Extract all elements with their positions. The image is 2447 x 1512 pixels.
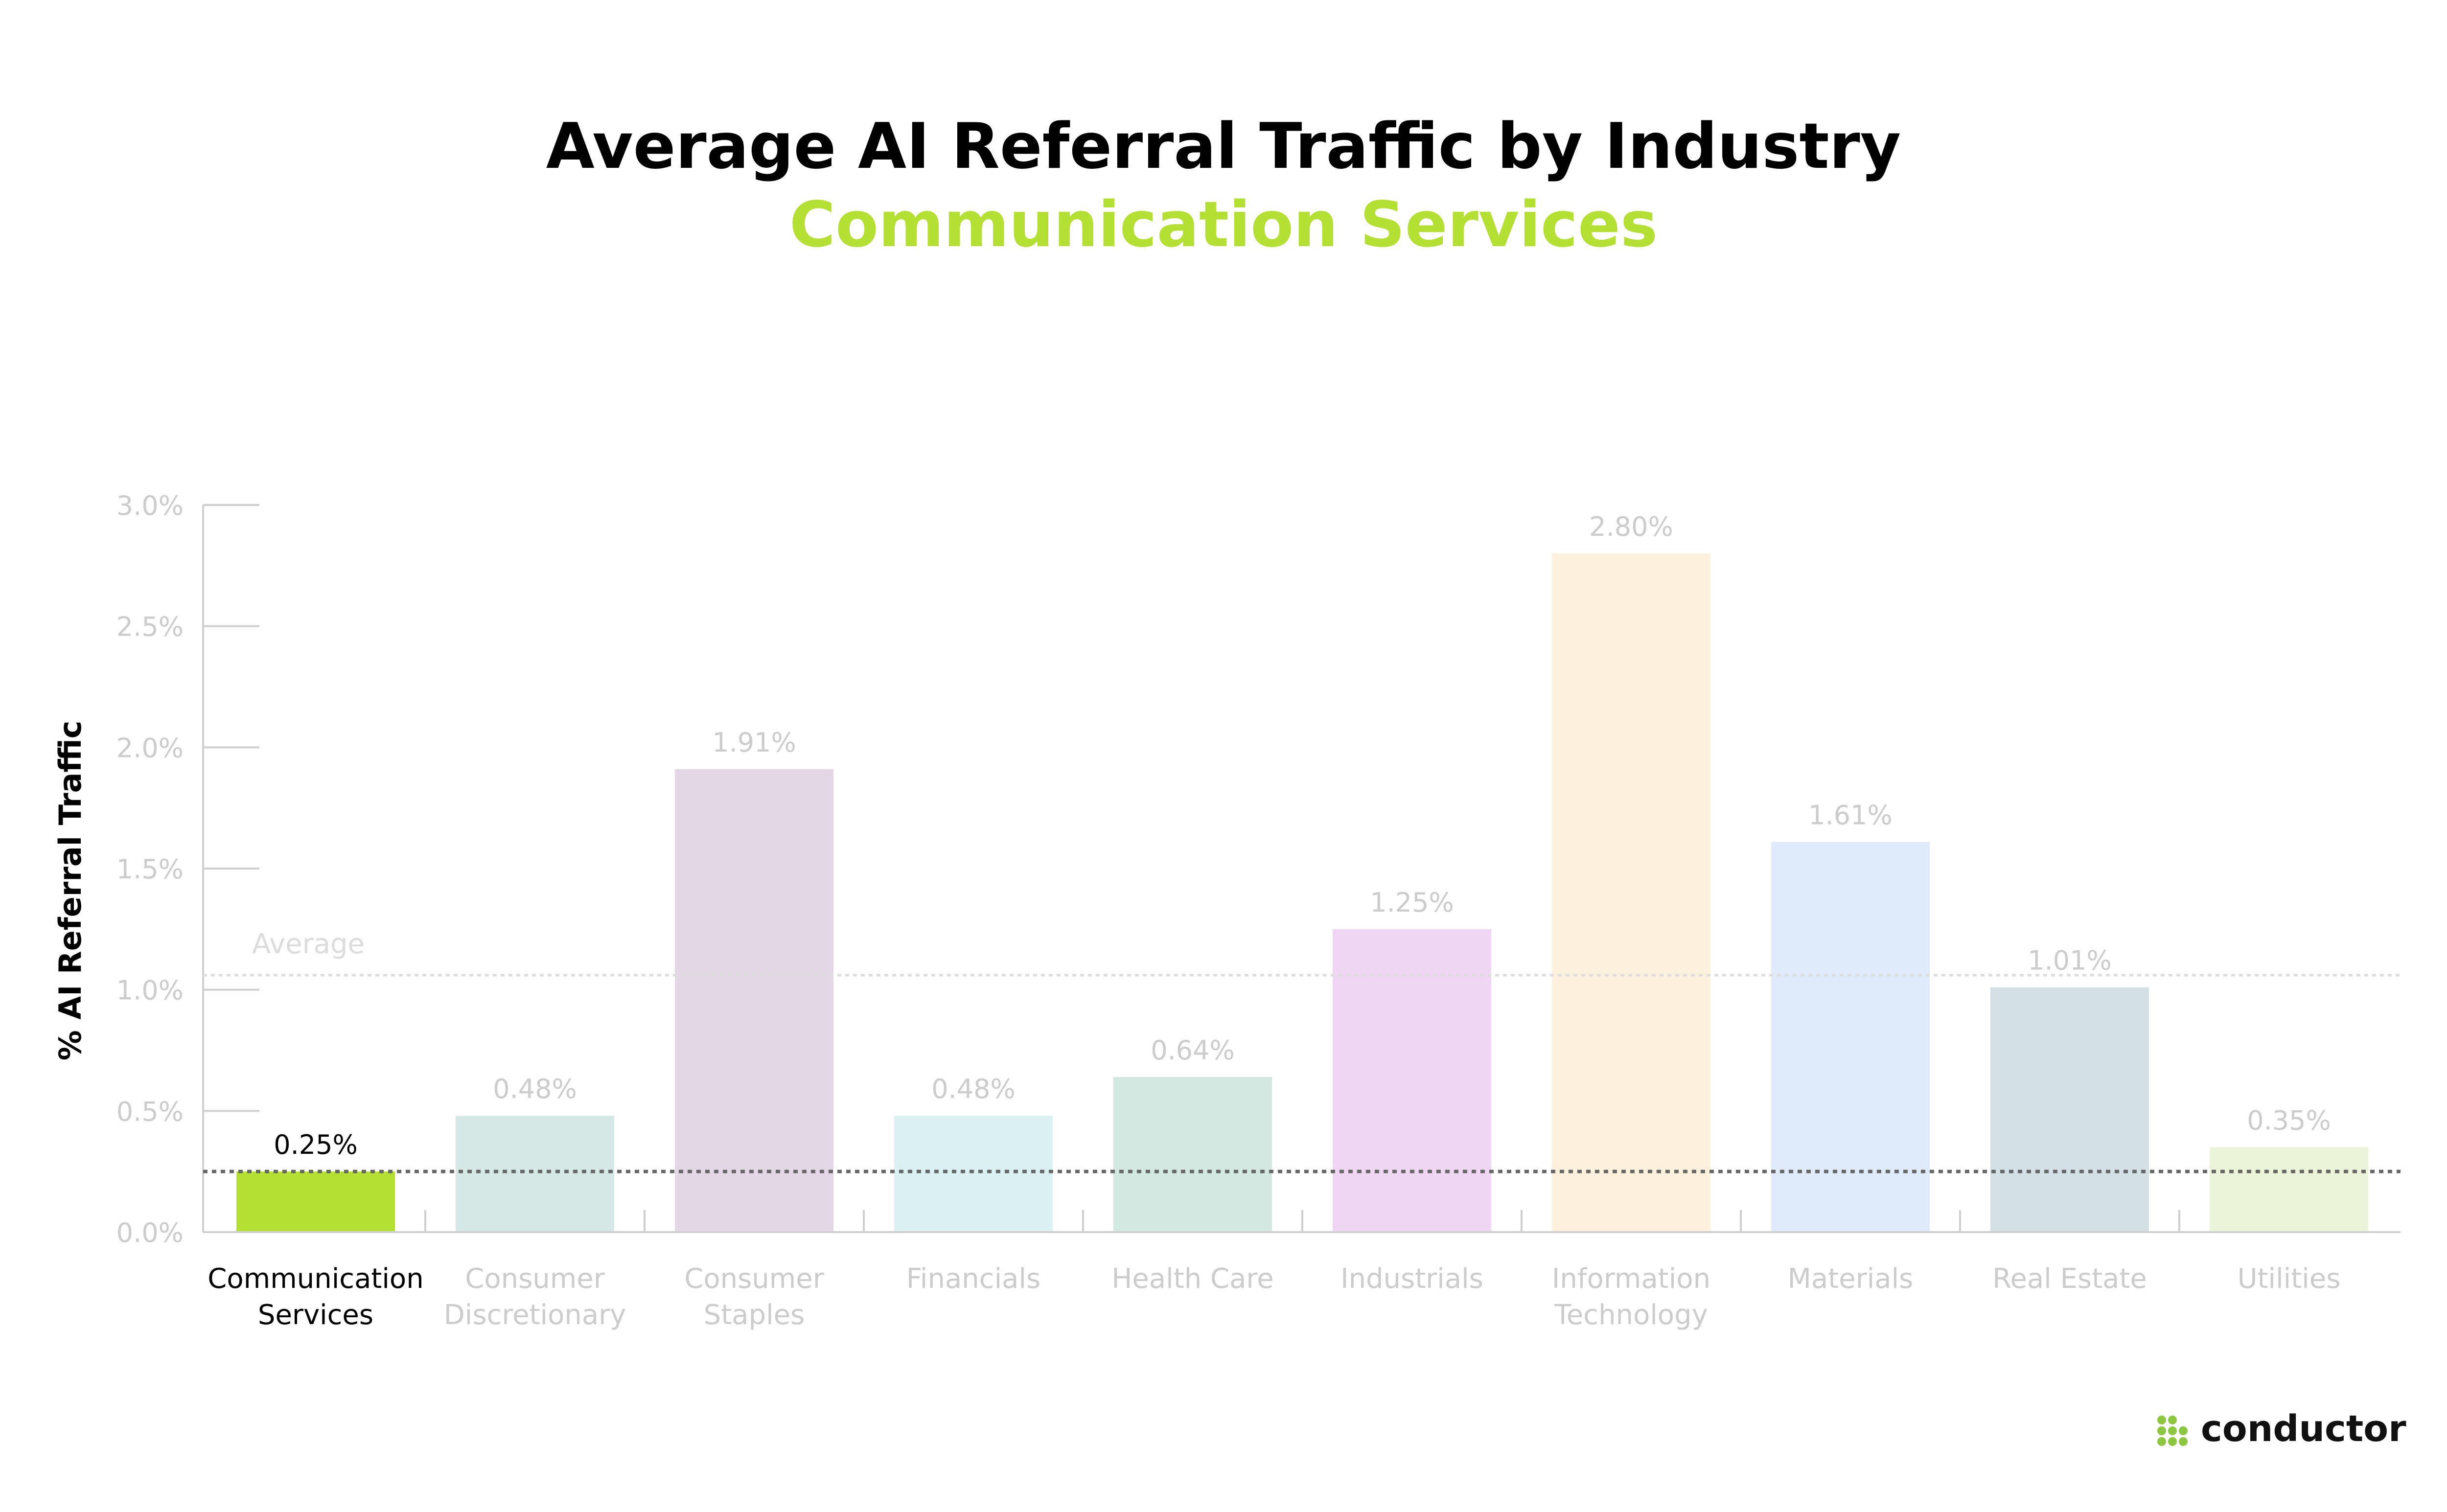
x-tick-label: Utilities: [2238, 1263, 2341, 1295]
data-label: 0.64%: [1151, 1035, 1235, 1066]
bar: [1771, 842, 1930, 1232]
y-axis: 0.0% 0.5% 1.0% 1.5% 2.0% 2.5% 3.0%: [116, 490, 259, 1248]
bars: [236, 553, 2368, 1232]
y-tick-label: 3.0%: [116, 490, 184, 521]
data-label: 1.91%: [712, 727, 796, 758]
conductor-logo: conductor: [2156, 1399, 2406, 1458]
x-tick-label: Staples: [704, 1299, 805, 1331]
conductor-dots-icon: [2157, 1416, 2188, 1446]
y-tick-label: 0.5%: [116, 1096, 184, 1127]
y-tick-label: 2.5%: [116, 612, 184, 642]
x-tick-label: Industrials: [1340, 1263, 1483, 1295]
bar: [2210, 1147, 2368, 1232]
reference-lines: Average: [203, 928, 2401, 1173]
x-tick-label: Communication: [208, 1263, 423, 1295]
data-label: 1.01%: [2028, 945, 2112, 976]
data-label: 0.25%: [274, 1129, 358, 1160]
bar: [1333, 929, 1491, 1232]
x-tick-label: Technology: [1554, 1299, 1708, 1331]
x-tick-label: Consumer: [465, 1263, 605, 1295]
bar: [456, 1116, 614, 1232]
x-tick-label: Health Care: [1111, 1263, 1273, 1295]
title-block: Average AI Referral Traffic by Industry …: [0, 108, 2447, 264]
data-label: 0.35%: [2247, 1105, 2331, 1136]
logo-text: conductor: [2201, 1408, 2406, 1450]
x-tick-label: Discretionary: [444, 1299, 626, 1331]
bar: [1990, 987, 2149, 1232]
bar: [894, 1116, 1053, 1232]
x-tick-label: Services: [258, 1299, 373, 1331]
bar: [236, 1171, 395, 1232]
bar: [1113, 1077, 1272, 1232]
x-axis: Communication Services Consumer Discretiona…: [203, 1210, 2401, 1331]
bar: [675, 769, 833, 1232]
data-label: 0.48%: [493, 1074, 577, 1104]
y-tick-label: 1.5%: [116, 854, 184, 885]
value-labels: 0.25% 0.48% 1.91% 0.48% 0.64% 1.25% 2.80% 1.61%…: [274, 511, 2331, 1160]
x-tick-label: Information: [1552, 1263, 1710, 1295]
chart-title: Average AI Referral Traffic by Industry: [546, 110, 1901, 183]
x-tick-label: Consumer: [684, 1263, 825, 1295]
average-label: Average: [252, 928, 365, 960]
y-tick-label: 2.0%: [116, 733, 184, 763]
y-tick-label: 1.0%: [116, 975, 184, 1006]
chart-subtitle: Communication Services: [789, 188, 1658, 261]
bar: [1552, 553, 1710, 1232]
data-label: 1.25%: [1370, 887, 1454, 918]
data-label: 0.48%: [931, 1074, 1016, 1104]
y-axis-title: % AI Referral Traffic: [52, 721, 88, 1061]
y-tick-label: 0.0%: [116, 1217, 184, 1248]
data-label: 2.80%: [1589, 511, 1673, 542]
x-tick-label: Materials: [1788, 1263, 1914, 1295]
x-tick-label: Real Estate: [1992, 1263, 2147, 1295]
x-tick-label: Financials: [906, 1263, 1040, 1295]
data-label: 1.61%: [1808, 800, 1893, 831]
